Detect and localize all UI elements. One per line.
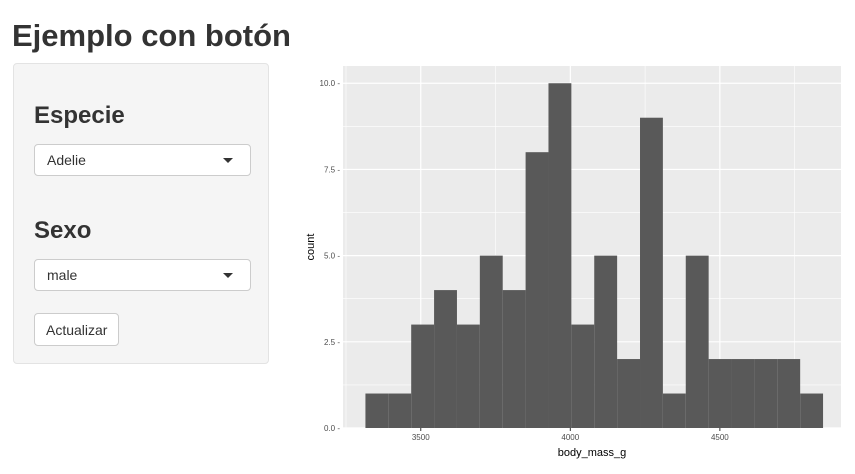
histogram-bar xyxy=(548,83,572,428)
histogram-bar xyxy=(617,359,641,428)
sex-select[interactable]: male xyxy=(34,259,251,291)
histogram-bar xyxy=(754,359,778,428)
x-tick-label: 3500 xyxy=(412,433,430,442)
y-tick-label: 0.0 - xyxy=(324,424,340,433)
histogram-bar xyxy=(640,117,663,428)
histogram-bar xyxy=(456,324,480,428)
chevron-down-icon xyxy=(223,158,233,163)
histogram-bar xyxy=(365,393,389,428)
species-select-value: Adelie xyxy=(47,152,86,168)
histogram-bars xyxy=(365,83,824,428)
histogram-bar xyxy=(662,393,686,428)
x-tick-label: 4000 xyxy=(561,433,579,442)
histogram-bar xyxy=(777,359,801,428)
y-tick-label: 2.5 - xyxy=(324,338,340,347)
y-axis: 0.0 - 2.5 - 5.0 - 7.5 - 10.0 - xyxy=(320,79,341,433)
histogram-bar xyxy=(571,324,595,428)
histogram-bar xyxy=(434,290,457,428)
histogram-chart: 0.0 -2.5 -5.0 -7.5 -10.0 - 3500 4000 4500 … xyxy=(305,66,841,459)
update-button[interactable]: Actualizar xyxy=(34,313,120,346)
y-axis-label: count xyxy=(305,234,317,261)
histogram-bar xyxy=(411,324,435,428)
histogram-bar xyxy=(502,290,526,428)
x-tick-label: 4500 xyxy=(711,433,729,442)
histogram-bar xyxy=(479,255,503,428)
y-tick-label: 10.0 - xyxy=(320,79,341,88)
sidebar-panel: Especie Adelie Sexo male Actualizar xyxy=(13,63,269,364)
histogram-bar xyxy=(594,255,618,428)
sex-label: Sexo xyxy=(34,217,92,244)
species-label: Especie xyxy=(34,102,125,129)
y-tick-label: 7.5 - xyxy=(324,165,340,174)
sex-select-value: male xyxy=(47,267,78,283)
histogram-bar xyxy=(800,393,824,428)
histogram-bar xyxy=(708,359,732,428)
x-axis-label: body_mass_g xyxy=(558,447,627,459)
page-title: Ejemplo con botón xyxy=(12,18,291,53)
histogram-bar xyxy=(388,393,412,428)
x-axis: 3500 4000 4500 xyxy=(412,428,729,442)
chevron-down-icon xyxy=(223,273,233,278)
histogram-bar xyxy=(731,359,755,428)
histogram-bar xyxy=(685,255,709,428)
histogram-bar xyxy=(525,152,549,428)
y-tick-label: 5.0 - xyxy=(324,252,340,261)
species-select[interactable]: Adelie xyxy=(34,144,251,176)
